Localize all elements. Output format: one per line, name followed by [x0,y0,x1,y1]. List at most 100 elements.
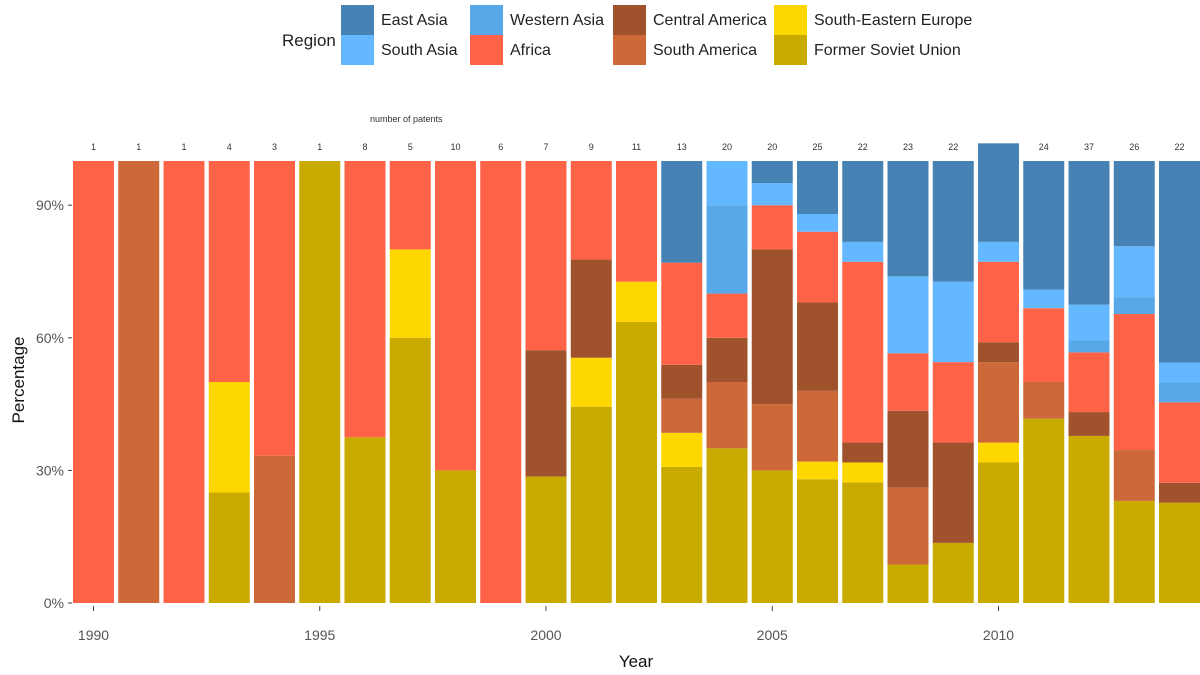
bar-segment-central-america-2014 [1159,482,1200,503]
bar-segment-south-america-2010 [978,362,1019,443]
bar-segment-former-soviet-union-2010 [978,462,1019,603]
bar-segment-south-eastern-europe-2006 [797,461,838,480]
bar-segment-former-soviet-union-1998 [435,470,476,603]
bar-segment-former-soviet-union-2003 [661,466,703,603]
bar-segment-africa-2005 [751,205,793,250]
bar-segment-south-america-2011 [1023,382,1065,419]
legend-swatch-south-america [613,35,646,65]
bar-segment-former-soviet-union-2008 [887,564,929,603]
bar-segment-former-soviet-union-1997 [389,337,431,603]
bar-segment-east-asia-2012 [1068,161,1110,305]
chart-subtitle: number of patents [370,114,443,124]
legend-label-south-asia: South Asia [381,42,458,59]
bar-segment-south-asia-2004 [706,161,748,206]
bar-segment-africa-2001 [570,161,612,260]
bar-segment-south-asia-2007 [842,241,884,262]
legend-swatch-western-asia [470,5,503,35]
bar-segment-south-asia-2013 [1113,246,1155,298]
bar-segment-central-america-2006 [797,302,838,391]
y-tick-label: 30% [36,462,64,478]
bar-segment-east-asia-2003 [661,161,703,263]
count-label-2007: 22 [858,142,868,152]
count-label-1996: 8 [362,142,367,152]
count-label-2002: 11 [632,142,641,152]
count-label-2011: 24 [1039,142,1049,152]
legend-title: Region [282,31,336,50]
bar-segment-former-soviet-union-2007 [842,482,884,603]
x-tick-label: 2005 [757,627,788,643]
legend-swatch-south-eastern-europe [774,5,807,35]
bar-segment-western-asia-2012 [1068,340,1110,353]
bar-segment-south-asia-2006 [797,214,838,232]
bar-segment-south-america-2004 [706,382,748,449]
y-axis: 0% 30% 60% 90% [36,197,72,611]
count-label-1995: 1 [317,142,322,152]
bar-segment-south-eastern-europe-2001 [570,357,612,407]
bar-segment-east-asia-2006 [797,161,838,215]
count-label-1993: 4 [227,142,232,152]
count-label-1992: 1 [181,142,186,152]
count-label-2013: 26 [1129,142,1139,152]
bar-segment-former-soviet-union-2011 [1023,418,1065,603]
bar-segment-south-america-2005 [751,404,793,471]
x-axis-title: Year [619,652,654,671]
count-label-1998: 10 [450,142,460,152]
bar-segment-africa-2010 [978,261,1019,343]
legend-label-central-america: Central America [653,12,767,29]
bar-segment-south-america-2006 [797,390,838,462]
bar-segment-africa-2002 [616,161,657,282]
bar-segment-former-soviet-union-2012 [1068,435,1110,603]
bar-segment-east-asia-2013 [1113,161,1155,247]
legend-label-western-asia: Western Asia [510,12,604,29]
count-label-2006: 25 [812,142,822,152]
count-label-2009: 22 [948,142,958,152]
count-label-1999: 6 [498,142,503,152]
bar-segment-south-asia-2009 [932,281,974,363]
bar-segment-former-soviet-union-1995 [299,161,341,603]
bar-segment-western-asia-2004 [706,205,748,294]
bar-segment-south-america-2003 [661,398,703,433]
bar-segment-central-america-2005 [751,249,793,405]
count-label-2000: 7 [543,142,548,152]
count-label-1990: 1 [91,142,96,152]
bar-segment-former-soviet-union-2009 [932,542,974,603]
bar-segment-central-america-2008 [887,410,929,488]
x-tick-label: 2000 [530,627,561,643]
bar-segment-south-eastern-europe-2002 [616,281,657,322]
bar-segment-africa-1993 [208,161,250,382]
bar-segment-south-america-2013 [1113,450,1155,501]
bar-segment-africa-1997 [389,161,431,250]
bar-segment-africa-2014 [1159,402,1200,483]
bar-segment-south-eastern-europe-2010 [978,442,1019,463]
bar-segment-africa-1990 [73,161,114,603]
bar-segment-central-america-2001 [570,259,612,358]
bar-segment-western-asia-2014 [1159,382,1200,403]
bar-segment-africa-2004 [706,293,748,338]
count-labels: 111431851067911132020252223222224372622 [91,142,1185,152]
bar-segment-africa-1999 [480,161,522,603]
bar-segment-south-asia-2011 [1023,289,1065,309]
legend-label-former-soviet-union: Former Soviet Union [814,42,961,59]
bar-segment-east-asia-2010 [978,143,1019,242]
legend-swatch-africa [470,35,503,65]
bar-segment-former-soviet-union-2013 [1113,500,1155,603]
bar-segment-africa-1992 [163,161,205,603]
bar-segment-east-asia-2007 [842,161,884,242]
bars [73,143,1200,603]
bar-segment-africa-1998 [435,161,476,471]
legend-label-east-asia: East Asia [381,12,448,29]
bar-segment-africa-2008 [887,353,929,411]
bar-segment-central-america-2000 [525,350,567,477]
bar-segment-central-america-2004 [706,337,748,382]
bar-segment-central-america-2003 [661,364,703,399]
bar-segment-former-soviet-union-2001 [570,406,612,603]
bar-segment-south-eastern-europe-2003 [661,432,703,467]
bar-segment-south-asia-2012 [1068,304,1110,341]
bar-segment-central-america-2012 [1068,412,1110,436]
bar-segment-former-soviet-union-1996 [344,437,386,603]
count-label-1991: 1 [136,142,141,152]
bar-segment-central-america-2009 [932,442,974,543]
bar-segment-africa-2000 [525,161,567,351]
count-label-1997: 5 [408,142,413,152]
